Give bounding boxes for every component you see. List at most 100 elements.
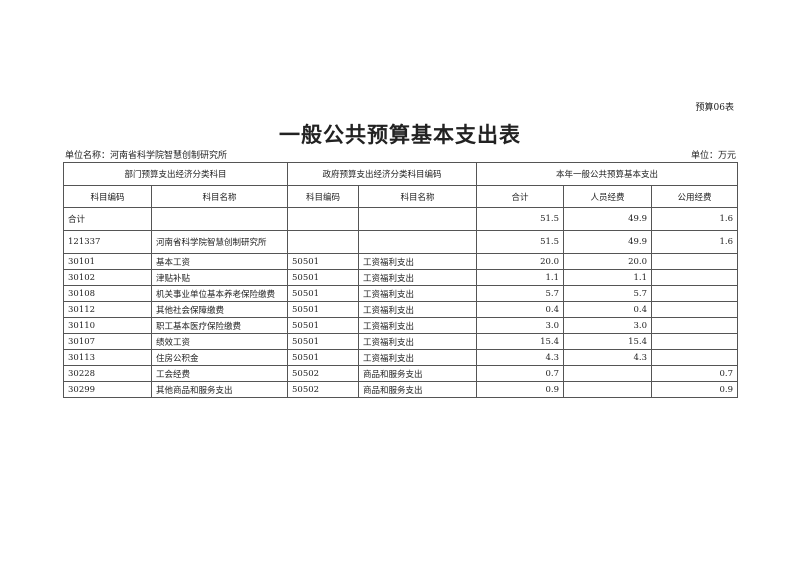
table-cell: 5.7 <box>563 285 653 302</box>
column-header: 科目编码 <box>287 185 360 208</box>
table-cell: 30110 <box>63 317 152 334</box>
table-cell: 工会经费 <box>150 365 289 382</box>
table-cell: 工资福利支出 <box>358 269 478 286</box>
table-cell <box>651 301 739 318</box>
table-cell: 30107 <box>63 333 152 350</box>
table-cell: 50501 <box>287 269 360 286</box>
table-row: 30112 其他社会保障缴费 50501 工资福利支出 0.4 0.4 <box>63 301 739 318</box>
table-cell: 工资福利支出 <box>358 333 478 350</box>
table-cell: 51.5 <box>476 230 565 254</box>
table-cell <box>651 285 739 302</box>
table-cell: 工资福利支出 <box>358 301 478 318</box>
table-cell: 商品和服务支出 <box>358 381 478 398</box>
table-cell <box>563 381 653 398</box>
table-cell: 50501 <box>287 333 360 350</box>
group-header-row: 部门预算支出经济分类科目 政府预算支出经济分类科目编码 本年一般公共预算基本支出 <box>62 162 739 186</box>
column-header: 科目编码 <box>63 185 152 208</box>
table-row: 30102 津贴补贴 50501 工资福利支出 1.1 1.1 <box>63 269 739 286</box>
table-cell: 30102 <box>63 269 152 286</box>
table-cell <box>651 269 739 286</box>
table-cell: 工资福利支出 <box>358 349 478 366</box>
column-header: 合计 <box>476 185 565 208</box>
table-row: 121337 河南省科学院智慧创制研究所 51.5 49.9 1.6 <box>63 230 739 254</box>
table-cell: 50501 <box>287 253 360 270</box>
table-cell: 1.6 <box>651 207 739 231</box>
table-cell: 1.1 <box>476 269 565 286</box>
table-cell: 30113 <box>63 349 152 366</box>
table-cell: 50501 <box>287 349 360 366</box>
table-cell: 1.6 <box>651 230 739 254</box>
table-cell: 其他社会保障缴费 <box>150 301 289 318</box>
currency-unit: 单位：万元 <box>690 151 736 161</box>
table-cell <box>651 333 739 350</box>
table-cell: 0.7 <box>651 365 739 382</box>
table-cell <box>651 253 739 270</box>
table-cell: 0.4 <box>563 301 653 318</box>
group-header: 政府预算支出经济分类科目编码 <box>287 162 478 186</box>
table-cell: 0.9 <box>476 381 565 398</box>
table-cell: 15.4 <box>563 333 653 350</box>
table-cell: 0.9 <box>651 381 739 398</box>
table-cell: 基本工资 <box>150 253 289 270</box>
table-cell: 20.0 <box>563 253 653 270</box>
table-cell: 50502 <box>287 365 360 382</box>
table-cell: 合计 <box>63 207 152 231</box>
table-cell <box>651 317 739 334</box>
table-cell: 50501 <box>287 301 360 318</box>
table-row: 30110 职工基本医疗保险缴费 50501 工资福利支出 3.0 3.0 <box>63 317 739 334</box>
table-cell: 30101 <box>63 253 152 270</box>
table-cell: 其他商品和服务支出 <box>150 381 289 398</box>
table-cell: 49.9 <box>563 207 653 231</box>
table-cell: 5.7 <box>476 285 565 302</box>
table-row: 30113 住房公积金 50501 工资福利支出 4.3 4.3 <box>63 349 739 366</box>
table-row: 30101 基本工资 50501 工资福利支出 20.0 20.0 <box>63 253 739 270</box>
table-cell: 工资福利支出 <box>358 317 478 334</box>
table-cell: 0.7 <box>476 365 565 382</box>
table-cell: 绩效工资 <box>150 333 289 350</box>
table-cell: 51.5 <box>476 207 565 231</box>
table-cell: 0.4 <box>476 301 565 318</box>
column-header-row: 科目编码 科目名称 科目编码 科目名称 合计 人员经费 公用经费 <box>63 185 739 208</box>
table-cell: 机关事业单位基本养老保险缴费 <box>150 285 289 302</box>
table-cell: 津贴补贴 <box>150 269 289 286</box>
table-row: 30299 其他商品和服务支出 50502 商品和服务支出 0.9 0.9 <box>63 381 739 398</box>
table-cell: 3.0 <box>563 317 653 334</box>
table-cell <box>358 230 478 254</box>
table-cell: 15.4 <box>476 333 565 350</box>
table-cell: 30112 <box>63 301 152 318</box>
table-cell <box>287 207 360 231</box>
column-header: 公用经费 <box>651 185 739 208</box>
column-header: 科目名称 <box>150 185 289 208</box>
column-header: 科目名称 <box>358 185 478 208</box>
group-header: 部门预算支出经济分类科目 <box>62 162 289 186</box>
table-cell: 50501 <box>287 285 360 302</box>
table-cell <box>651 349 739 366</box>
table-cell: 49.9 <box>563 230 653 254</box>
total-row: 合计 51.5 49.9 1.6 <box>63 207 739 231</box>
table-cell: 工资福利支出 <box>358 253 478 270</box>
group-header: 本年一般公共预算基本支出 <box>476 162 739 186</box>
table-cell: 50501 <box>287 317 360 334</box>
table-cell: 20.0 <box>476 253 565 270</box>
table-cell: 商品和服务支出 <box>358 365 478 382</box>
column-header: 人员经费 <box>563 185 653 208</box>
table-cell: 工资福利支出 <box>358 285 478 302</box>
table-cell: 3.0 <box>476 317 565 334</box>
table-cell: 河南省科学院智慧创制研究所 <box>150 230 289 254</box>
table-cell: 30299 <box>63 381 152 398</box>
table-row: 30107 绩效工资 50501 工资福利支出 15.4 15.4 <box>63 333 739 350</box>
table-cell: 30108 <box>63 285 152 302</box>
table-cell: 4.3 <box>476 349 565 366</box>
table-cell <box>150 207 289 231</box>
table-cell: 4.3 <box>563 349 653 366</box>
form-number: 预算06表 <box>695 103 734 113</box>
table-cell: 121337 <box>63 230 152 254</box>
table-cell <box>563 365 653 382</box>
table-cell: 30228 <box>63 365 152 382</box>
table-cell: 住房公积金 <box>150 349 289 366</box>
budget-table: 部门预算支出经济分类科目 政府预算支出经济分类科目编码 本年一般公共预算基本支出… <box>62 162 739 398</box>
table-cell <box>287 230 360 254</box>
table-row: 30108 机关事业单位基本养老保险缴费 50501 工资福利支出 5.7 5.7 <box>63 285 739 302</box>
table-cell: 1.1 <box>563 269 653 286</box>
